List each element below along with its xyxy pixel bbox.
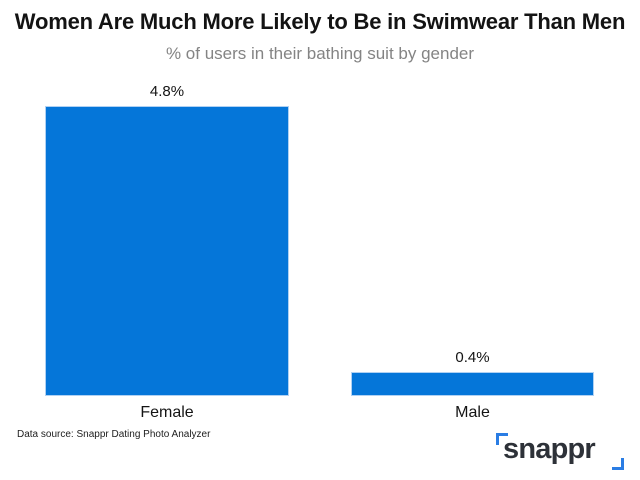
category-label-male: Male: [455, 404, 490, 421]
logo-wordmark: snappr: [503, 433, 596, 465]
logo-corner-topleft-icon: [496, 433, 508, 445]
source-note: Data source: Snappr Dating Photo Analyze…: [17, 429, 211, 440]
plot-area: 4.8% Female 0.4% Male: [0, 75, 640, 421]
bar-group-female: 4.8% Female: [45, 83, 289, 421]
snappr-logo: snappr: [494, 430, 626, 472]
value-label-female: 4.8%: [149, 83, 185, 100]
bar-male: [351, 372, 594, 396]
chart-title: Women Are Much More Likely to Be in Swim…: [14, 9, 626, 34]
bar-group-male: 0.4% Male: [351, 349, 594, 421]
category-label-female: Female: [140, 404, 194, 421]
bar-female: [45, 106, 289, 396]
value-label-male: 0.4%: [455, 349, 490, 366]
chart-subtitle: % of users in their bathing suit by gend…: [165, 44, 475, 63]
logo-corner-bottomright-icon: [612, 458, 624, 470]
